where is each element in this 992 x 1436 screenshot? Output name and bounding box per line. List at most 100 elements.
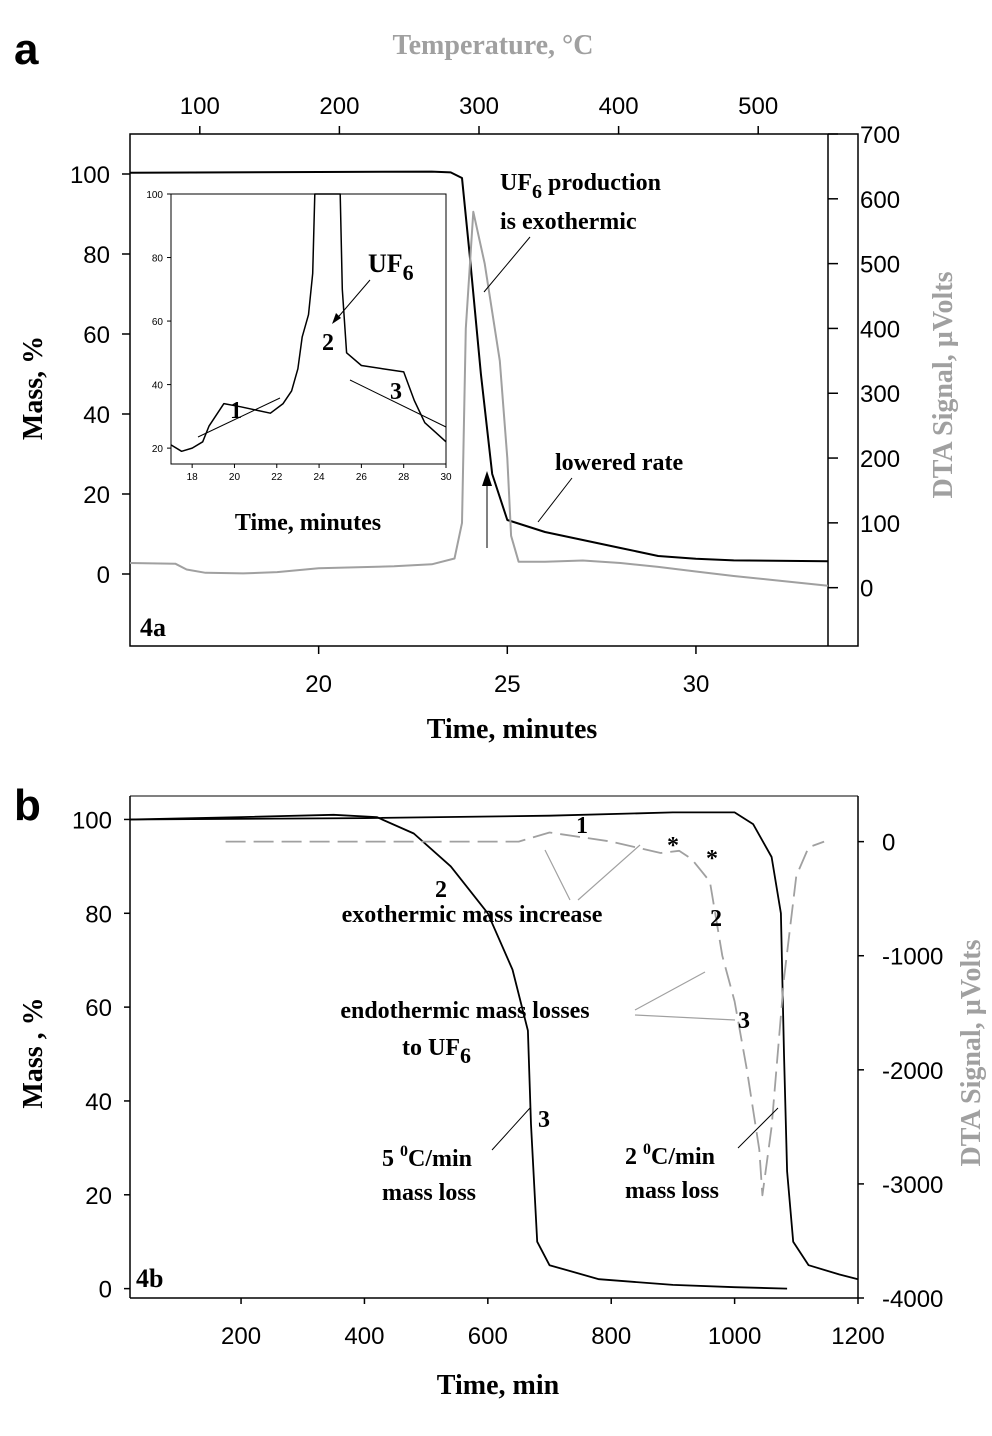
panel-b-x-tick-label: 600 <box>468 1323 508 1350</box>
annot-endo-pointer-1 <box>634 971 706 1011</box>
panel-a-top-tick-label: 500 <box>738 93 778 120</box>
annot-lowered-rate: lowered rate <box>555 450 684 476</box>
panel-b-x-tick-label: 1200 <box>831 1323 884 1350</box>
annot-endothermic-losses: endothermic mass losses <box>340 998 589 1024</box>
panel-b-series-1 <box>129 813 788 1290</box>
panel-b-x-tick-label: 200 <box>221 1323 261 1350</box>
annot-5c-pointer <box>491 1107 531 1151</box>
panel-b-x-tick-label: 800 <box>591 1323 631 1350</box>
panel-b-label: 4b <box>136 1264 163 1293</box>
inset-y-tick-label: 100 <box>146 190 163 201</box>
panel-b-xlabel: Time, min <box>437 1370 560 1401</box>
inset-baseline-1 <box>197 397 281 438</box>
panel-a-y2-tick-label: 0 <box>860 576 873 603</box>
panel-a-series-2 <box>129 210 829 587</box>
label-b-1: 1 <box>576 813 588 839</box>
peak-arrow-head <box>482 471 492 486</box>
panel-b-x-tick-label: 400 <box>344 1323 384 1350</box>
inset-label-2: 2 <box>322 330 334 356</box>
panel-a-y2label: DTA Signal, µVolts <box>928 271 959 498</box>
panel-b-y2label: DTA Signal, µVolts <box>956 939 987 1166</box>
panel-b-y2-tick-label: -1000 <box>882 944 943 971</box>
panel-a-top-tick-label: 300 <box>459 93 499 120</box>
panel-a-y2-tick-label: 300 <box>860 381 900 408</box>
panel-a-y2-tick-label: 100 <box>860 511 900 538</box>
panel-a-y-tick-label: 60 <box>83 322 110 349</box>
panel-a-y-tick-label: 0 <box>97 562 110 589</box>
panel-a-top-tick-label: 400 <box>599 93 639 120</box>
panel-b-series-3 <box>225 831 825 1197</box>
panel-a-letter: a <box>14 25 39 74</box>
inset-uf6-arrow <box>333 279 371 323</box>
label-b-3-left: 3 <box>538 1107 550 1133</box>
label-b-star-2: * <box>706 846 718 872</box>
inset-y-tick-label: 60 <box>152 317 164 328</box>
panel-a-x-tick-label: 25 <box>494 671 521 698</box>
inset-uf6-label: UF6 <box>368 249 414 285</box>
annot-exo-pointer-1 <box>544 849 571 901</box>
annot-2c-pointer <box>737 1107 779 1149</box>
panel-b-y-tick-label: 0 <box>99 1277 112 1304</box>
label-b-2-right: 2 <box>710 906 722 932</box>
panel-a-y2-tick-label: 600 <box>860 187 900 214</box>
inset-y-tick-label: 40 <box>152 381 164 392</box>
panel-a-ylabel: Mass, % <box>18 336 49 440</box>
panel-a-series-1 <box>129 170 829 563</box>
inset-x-tick-label: 26 <box>356 472 368 483</box>
panel-a-frame <box>129 133 859 647</box>
panel-b-series-2 <box>129 811 859 1281</box>
panel-b-y2-tick-label: -4000 <box>882 1286 943 1313</box>
panel-a-y2-tick-label: 200 <box>860 446 900 473</box>
inset-baseline-3 <box>349 379 447 428</box>
panel-b-y-tick-label: 60 <box>85 995 112 1022</box>
inset-x-tick-label: 20 <box>229 472 241 483</box>
inset-series-1 <box>170 193 447 453</box>
panel-a-top-xlabel: Temperature, °C <box>393 30 594 61</box>
panel-a-xlabel: Time, minutes <box>427 714 598 745</box>
panel-a-label: 4a <box>140 613 166 642</box>
panel-a-top-tick-label: 100 <box>180 93 220 120</box>
annot-uf6-production: UF6 production <box>500 170 661 203</box>
panel-a-top-tick-label: 200 <box>319 93 359 120</box>
panel-b-ylabel: Mass , % <box>18 997 49 1108</box>
panel-b-x-tick-label: 1000 <box>708 1323 761 1350</box>
inset-x-tick-label: 24 <box>314 472 326 483</box>
inset-label-1: 1 <box>230 398 242 424</box>
inset-y-tick-label: 80 <box>152 254 164 265</box>
inset-x-tick-label: 22 <box>271 472 283 483</box>
annot-2c-rate: 2 0C/min <box>625 1141 715 1170</box>
panel-a-y-tick-label: 20 <box>83 482 110 509</box>
label-b-star-1: * <box>667 833 679 859</box>
panel-b-y2-tick-label: 0 <box>882 830 895 857</box>
inset-y-tick-label: 20 <box>152 444 164 455</box>
label-b-2-left: 2 <box>435 877 447 903</box>
annot-exo-pointer-2 <box>577 844 641 901</box>
panel-b-y2-tick-label: -3000 <box>882 1172 943 1199</box>
annot-exothermic: is exothermic <box>500 209 637 235</box>
inset-xlabel: Time, minutes <box>235 510 381 536</box>
panel-b-letter: b <box>14 781 41 830</box>
inset-x-tick-label: 30 <box>440 472 452 483</box>
panel-b-chart: 200 400 600 800 1000 12000204060801000-1000-2… <box>72 795 943 1350</box>
panel-b-y-tick-label: 40 <box>85 1089 112 1116</box>
label-b-3-right: 3 <box>738 1008 750 1034</box>
annot-exothermic-mass-increase: exothermic mass increase <box>342 902 603 928</box>
panel-a-y2-tick-label: 500 <box>860 252 900 279</box>
annot-lowered-rate-pointer <box>537 477 573 523</box>
panel-b-y-tick-label: 100 <box>72 807 112 834</box>
inset-x-tick-label: 18 <box>187 472 199 483</box>
annot-2c-mass-loss: mass loss <box>625 1178 719 1204</box>
annot-to-uf6: to UF6 <box>402 1035 471 1068</box>
inset-x-tick-label: 28 <box>398 472 410 483</box>
panel-a-y-tick-label: 80 <box>83 242 110 269</box>
panel-a-x-tick-label: 20 <box>305 671 332 698</box>
annot-5c-mass-loss: mass loss <box>382 1180 476 1206</box>
panel-b-y2-tick-label: -2000 <box>882 1058 943 1085</box>
annot-endo-pointer-2 <box>634 1014 736 1021</box>
panel-a-y-tick-label: 40 <box>83 402 110 429</box>
annot-exothermic-pointer <box>483 236 531 293</box>
panel-a-inset: 18 20 22 24 26 28 30 20 40 60 80 100 1 2 3 UF6 Time… <box>146 190 452 536</box>
panel-b-y-tick-label: 80 <box>85 901 112 928</box>
